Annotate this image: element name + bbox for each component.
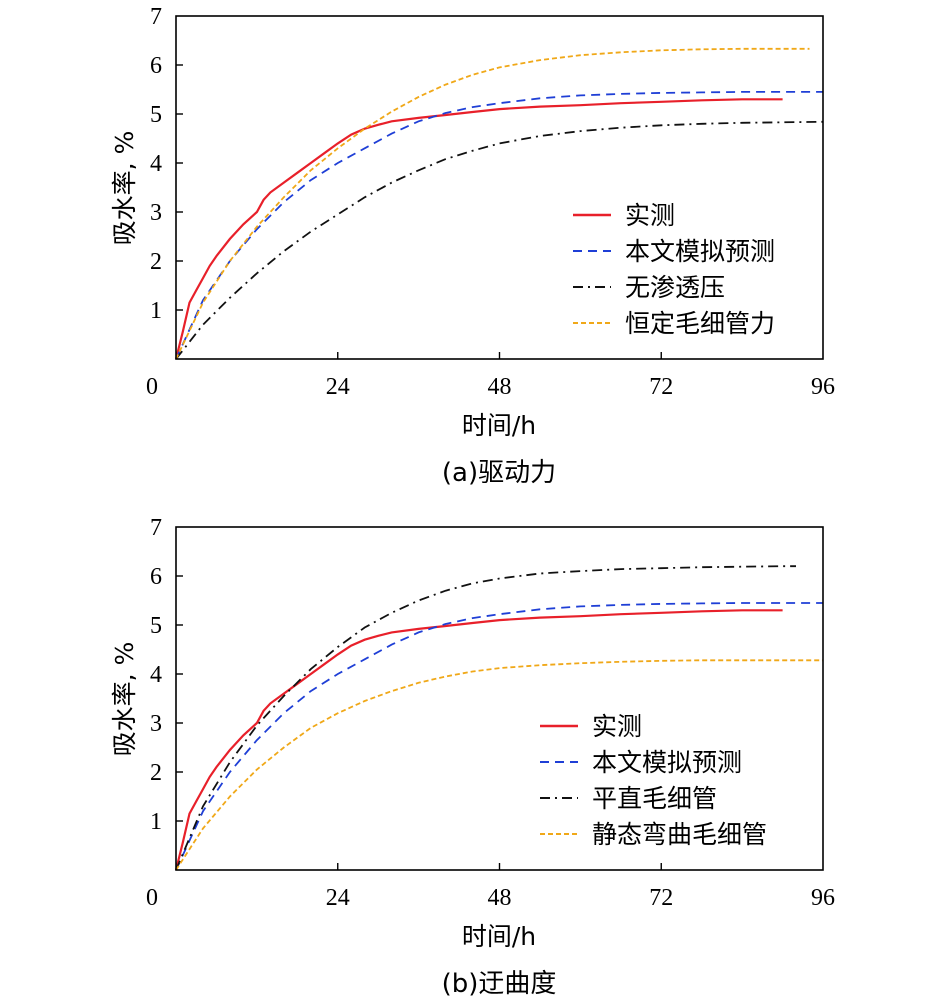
- panel-a-origin-label: 0: [146, 374, 158, 400]
- panel-a-x-tick-label: 72: [649, 374, 673, 400]
- panel-b: 24 48 72 96 1 2 3 4 5 6 7 0 时间/h 吸水率, % 实测本文模拟预测平直…: [110, 515, 835, 999]
- panel-a-y-tick-label: 7: [150, 4, 162, 30]
- panel-b-legend-label-1: 本文模拟预测: [592, 748, 742, 777]
- panel-b-y-tick-label: 7: [150, 515, 162, 541]
- panel-b-legend-label-0: 实测: [592, 712, 642, 741]
- panel-a-y-tick-label: 2: [150, 249, 162, 275]
- panel-b-y-tick-label: 5: [150, 613, 162, 639]
- panel-a-y-tick-label: 5: [150, 102, 162, 128]
- panel-b-series-line-3: [175, 659, 823, 871]
- panel-a-y-axis-label: 吸水率, %: [110, 131, 139, 246]
- panel-b-caption: (b)迂曲度: [442, 969, 557, 999]
- panel-b-x-tick-label: 24: [326, 885, 350, 911]
- panel-b-x-axis-label: 时间/h: [462, 922, 536, 951]
- panel-a-x-axis-label: 时间/h: [462, 411, 536, 440]
- panel-b-x-tick-label: 48: [488, 885, 512, 911]
- panel-a-y-tick-label: 3: [150, 200, 162, 226]
- panel-a-legend-label-2: 无渗透压: [625, 273, 725, 302]
- panel-b-x-tick-label: 72: [649, 885, 673, 911]
- panel-a-y-tick-label: 6: [150, 53, 162, 79]
- panel-b-series-line-2: [175, 565, 796, 871]
- panel-a-caption: (a)驱动力: [442, 458, 556, 488]
- panel-a-series-line-3: [175, 47, 810, 360]
- panel-a-ticks: 24 48 72 96 1 2 3 4 5 6 7: [150, 4, 835, 400]
- panel-b-y-tick-label: 4: [150, 662, 162, 688]
- panel-a-series-line-0: [174, 98, 783, 360]
- panel-a-x-tick-label: 48: [488, 374, 512, 400]
- panel-a-legend-label-0: 实测: [625, 201, 675, 230]
- panel-a-y-tick-label: 1: [150, 298, 162, 324]
- panel-b-y-axis-label: 吸水率, %: [110, 642, 139, 757]
- panel-a-series-line-2: [175, 120, 824, 360]
- panel-b-legend-label-3: 静态弯曲毛细管: [592, 820, 767, 849]
- panel-a-y-tick-label: 4: [150, 151, 162, 177]
- panel-b-series: [174, 565, 823, 871]
- panel-a-x-tick-label: 24: [326, 374, 350, 400]
- panel-b-x-tick-label: 96: [811, 885, 835, 911]
- panel-b-y-tick-label: 2: [150, 760, 162, 786]
- panel-a-x-tick-label: 96: [811, 374, 835, 400]
- panel-b-series-line-0: [174, 609, 783, 871]
- panel-b-y-tick-label: 1: [150, 809, 162, 835]
- panel-b-ticks: 24 48 72 96 1 2 3 4 5 6 7: [150, 515, 835, 911]
- panel-a-series-line-1: [175, 91, 823, 360]
- panel-a: 24 48 72 96 1 2 3 4 5 6 7 0 时间/h 吸水率, % 实测本文模拟预测无渗…: [110, 4, 835, 488]
- panel-a-legend-label-1: 本文模拟预测: [625, 237, 775, 266]
- panel-b-y-tick-label: 6: [150, 564, 162, 590]
- panel-a-series: [174, 47, 824, 360]
- panel-a-legend-label-3: 恒定毛细管力: [625, 309, 775, 338]
- panel-b-y-tick-label: 3: [150, 711, 162, 737]
- panel-b-origin-label: 0: [146, 885, 158, 911]
- panel-b-series-line-1: [175, 602, 823, 871]
- panel-b-legend-label-2: 平直毛细管: [592, 784, 717, 813]
